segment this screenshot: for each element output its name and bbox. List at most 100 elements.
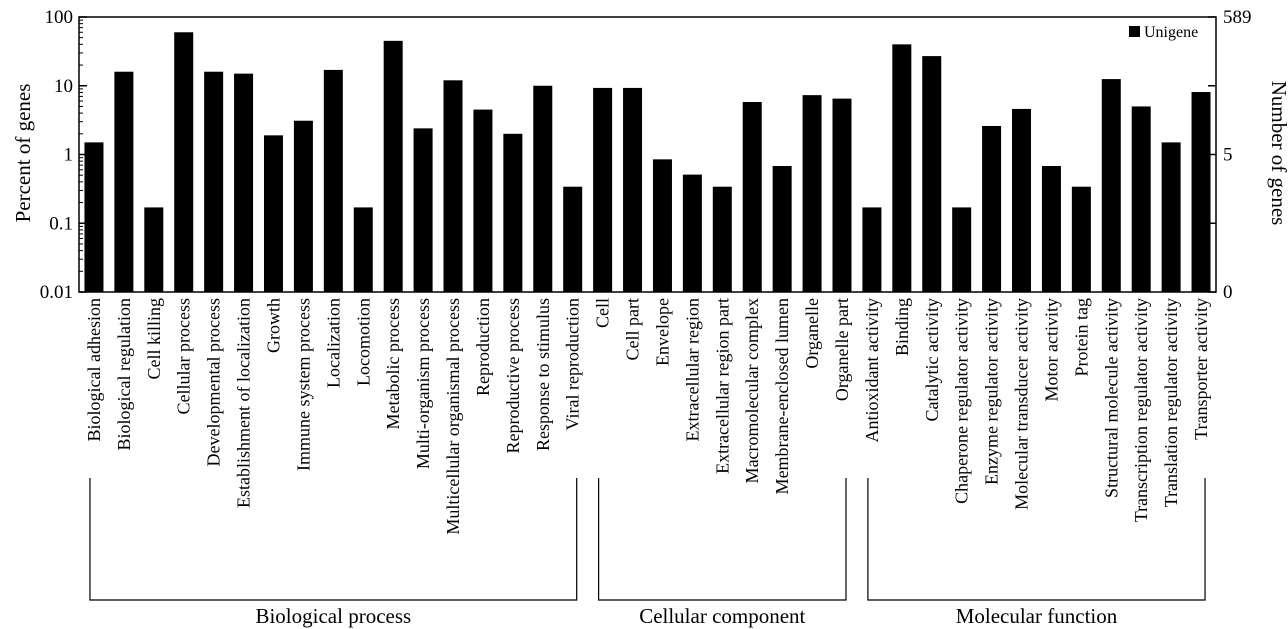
right-tick-label: 5 [1223, 145, 1233, 166]
category-label: Macromolecular complex [742, 298, 762, 483]
bar [952, 207, 972, 292]
y-axis-title-left: Percent of genes [11, 84, 35, 223]
category-label: Reproductive process [503, 298, 523, 453]
category-label: Enzyme regulator activity [982, 298, 1002, 485]
category-label: Multi-organism process [413, 298, 433, 469]
category-label: Catalytic activity [922, 298, 942, 421]
category-label: Developmental process [204, 298, 224, 466]
legend: Unigene [1129, 24, 1198, 41]
legend-label: Unigene [1144, 24, 1198, 41]
bar [892, 44, 912, 293]
legend-swatch [1129, 26, 1140, 37]
category-label: Extracellular region part [712, 298, 732, 474]
bar [174, 32, 194, 292]
bar [862, 207, 882, 292]
bar [1191, 92, 1211, 292]
bar [443, 80, 463, 292]
bar [682, 174, 702, 292]
y-tick-label: 10 [54, 76, 73, 97]
category-label: Metabolic process [383, 298, 403, 429]
group-label: Molecular function [956, 604, 1118, 628]
category-label: Antioxidant activity [862, 298, 882, 442]
category-label: Cell part [623, 298, 643, 360]
group-bracket [598, 478, 847, 601]
group-brackets: Biological process Cellular component Mole… [89, 478, 1206, 628]
bar [383, 40, 403, 292]
bar [623, 87, 643, 292]
category-label: Multicellular organismal process [443, 298, 463, 535]
y-tick-label: 0.01 [40, 282, 73, 303]
bar [563, 186, 583, 292]
category-label: Establishment of localization [234, 298, 254, 508]
y-tick-label: 100 [45, 7, 74, 28]
category-label: Extracellular region [682, 298, 702, 441]
category-label: Transcription regulator activity [1131, 298, 1151, 522]
category-label: Localization [323, 298, 343, 388]
bar [413, 128, 433, 292]
category-label: Biological adhesion [84, 298, 104, 441]
bar [473, 109, 493, 292]
bar [593, 87, 613, 292]
bar [1012, 108, 1032, 293]
bar [84, 142, 104, 292]
category-label: Translation regulator activity [1161, 298, 1181, 507]
category-label: Membrane-enclosed lumen [772, 298, 792, 494]
bar [503, 133, 523, 292]
right-tick-label: 589 [1223, 7, 1252, 28]
category-label: Transporter activity [1191, 298, 1211, 440]
bar [353, 207, 373, 292]
bar [922, 56, 942, 292]
bar [1101, 79, 1121, 292]
bar [533, 85, 553, 292]
category-label: Envelope [652, 298, 672, 366]
group-label: Biological process [255, 604, 411, 628]
group-label: Cellular component [639, 604, 805, 628]
bar [323, 69, 343, 292]
category-label: Biological regulation [114, 298, 134, 450]
bar [1131, 106, 1151, 293]
category-label: Organelle part [832, 298, 852, 401]
bar [712, 186, 732, 292]
category-label: Chaperone regulator activity [952, 298, 972, 504]
axes: 100 10 1 0.1 0.01 589 5 0 [40, 7, 1252, 303]
category-label: Cell killing [144, 298, 164, 380]
category-label: Viral reproduction [563, 298, 583, 430]
bar [1071, 186, 1091, 292]
category-label: Growth [263, 298, 283, 353]
bar [293, 120, 313, 293]
category-label: Motor activity [1041, 298, 1061, 401]
bars [84, 32, 1211, 293]
bar [652, 159, 672, 292]
bar [982, 125, 1002, 292]
category-label: Organelle [802, 298, 822, 369]
bar [263, 135, 283, 292]
bar [1161, 142, 1181, 292]
right-tick-label: 0 [1223, 282, 1233, 303]
bar [802, 95, 822, 293]
bar [742, 102, 762, 292]
bar [832, 98, 852, 292]
category-label: Locomotion [353, 298, 373, 386]
category-labels: Biological adhesion Biological regulation… [84, 298, 1211, 535]
bar [1041, 166, 1061, 292]
group-bracket [867, 478, 1206, 601]
y-axis-title-right: Number of genes [1267, 81, 1288, 226]
bar [144, 207, 164, 292]
category-label: Cell [593, 298, 613, 328]
category-label: Response to stimulus [533, 298, 553, 451]
bar [204, 71, 224, 292]
category-label: Structural molecule activity [1101, 298, 1121, 498]
category-label: Binding [892, 298, 912, 356]
group-bracket [89, 478, 578, 601]
y-tick-label: 1 [64, 145, 74, 166]
y-tick-label: 0.1 [49, 213, 73, 234]
category-label: Cellular process [174, 298, 194, 414]
category-label: Immune system process [293, 298, 313, 471]
category-label: Protein tag [1071, 298, 1091, 377]
bar [234, 73, 254, 292]
bar [114, 71, 134, 292]
category-label: Reproduction [473, 298, 493, 396]
bar [772, 166, 792, 292]
category-label: Molecular transducer activity [1012, 298, 1032, 510]
